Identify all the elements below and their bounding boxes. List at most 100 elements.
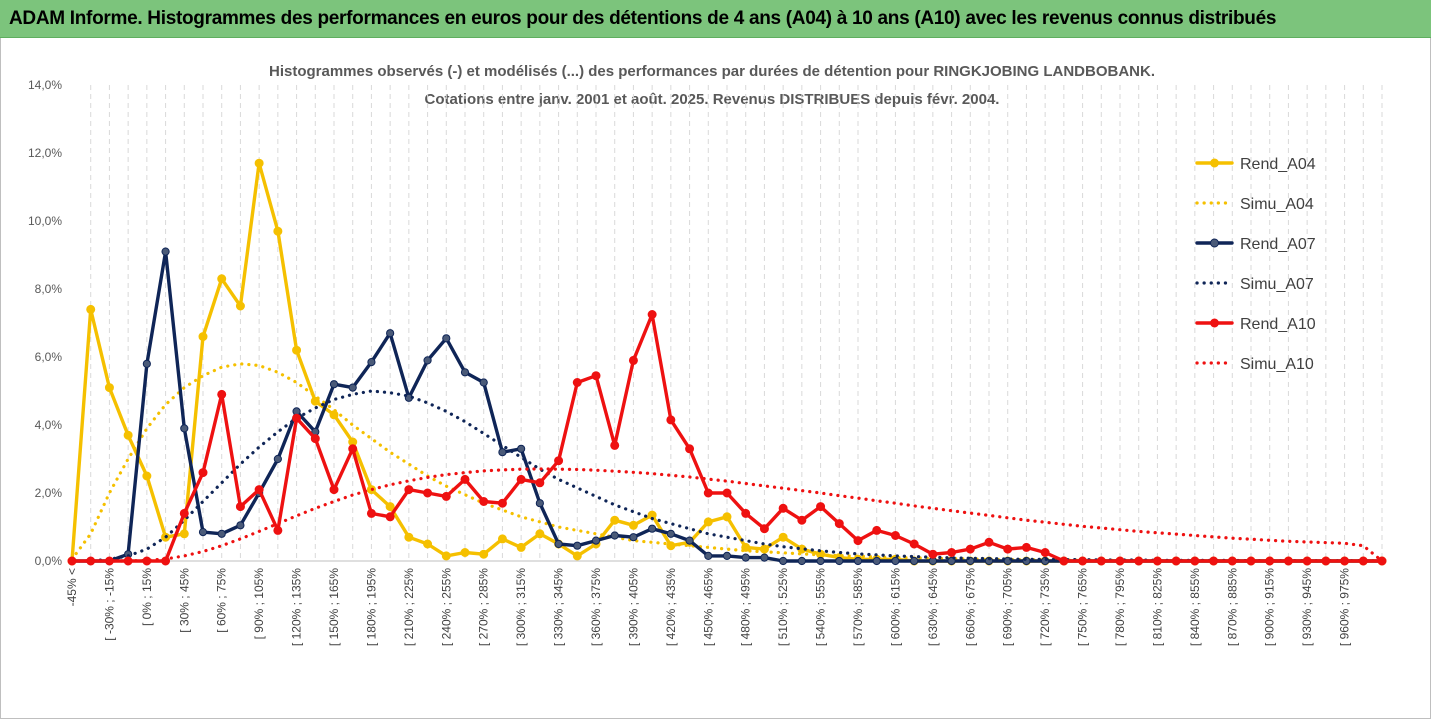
data-point <box>273 226 283 236</box>
data-point <box>366 508 376 518</box>
x-tick-label: [ 510% ; 525% <box>776 568 790 646</box>
data-point <box>423 488 433 498</box>
data-point <box>853 536 863 546</box>
data-point <box>759 524 769 534</box>
data-point <box>516 474 526 484</box>
series-simu-a07 <box>70 389 1384 563</box>
data-point <box>572 551 582 561</box>
legend-marker <box>1210 238 1219 248</box>
x-tick-label: [ 150% ; 165% <box>327 568 341 646</box>
x-tick-label: -45% < <box>65 568 79 606</box>
x-tick-label: [ 420% ; 435% <box>664 568 678 646</box>
data-point <box>404 485 414 495</box>
data-point <box>928 549 938 559</box>
x-tick-label: [ 780% ; 795% <box>1113 568 1127 646</box>
data-point <box>179 529 189 539</box>
data-point <box>890 531 900 540</box>
data-point <box>217 274 227 284</box>
data-point <box>386 329 395 338</box>
data-point <box>179 508 189 518</box>
data-point <box>1021 542 1031 552</box>
x-tick-label: [ 450% ; 465% <box>701 568 715 646</box>
x-tick-label: [ 180% ; 195% <box>364 568 378 646</box>
data-point <box>404 532 414 542</box>
data-point <box>161 247 170 256</box>
x-tick-label: [ 390% ; 405% <box>626 568 640 646</box>
data-point <box>554 456 564 466</box>
data-point <box>535 478 545 488</box>
data-point <box>497 534 507 544</box>
y-tick-label: 2,0% <box>35 486 63 500</box>
data-point <box>254 158 264 168</box>
x-tick-label: [ 60% ; 75% <box>215 568 229 633</box>
data-point <box>142 471 152 481</box>
data-point <box>779 556 788 566</box>
data-point <box>217 529 226 538</box>
x-tick-label: [ 690% ; 705% <box>1001 568 1015 646</box>
series-simu-a10 <box>70 467 1384 563</box>
legend-label: Simu_A10 <box>1240 356 1314 373</box>
data-point <box>1134 556 1144 566</box>
data-point <box>1003 544 1013 554</box>
data-point <box>704 551 713 561</box>
data-point <box>460 368 470 377</box>
x-tick-label: [ 90% ; 105% <box>252 568 266 640</box>
data-point <box>535 499 544 508</box>
x-tick-label: [ 210% ; 225% <box>402 568 416 646</box>
x-tick-label: [ 720% ; 735% <box>1038 568 1052 646</box>
report-header: ADAM Informe. Histogrammes des performan… <box>0 0 1431 38</box>
x-tick-label: [ 540% ; 555% <box>814 568 828 646</box>
data-point <box>853 556 863 566</box>
data-point <box>273 525 283 535</box>
data-point <box>703 488 713 498</box>
data-point <box>816 556 825 566</box>
x-tick-label: [ 810% ; 825% <box>1150 568 1164 646</box>
data-point <box>666 541 676 551</box>
data-point <box>479 497 489 506</box>
data-point <box>610 515 620 525</box>
data-point <box>123 430 133 440</box>
data-point <box>329 380 339 389</box>
y-tick-label: 6,0% <box>35 350 63 364</box>
data-point <box>760 553 769 562</box>
y-tick-label: 14,0% <box>28 78 62 92</box>
data-point <box>629 533 638 542</box>
data-point <box>591 371 601 381</box>
x-tick-label: [ 570% ; 585% <box>851 568 865 646</box>
data-point <box>947 548 957 557</box>
x-tick-label: [ 600% ; 615% <box>888 568 902 646</box>
data-point <box>441 551 451 561</box>
data-point <box>965 544 975 554</box>
data-point <box>1115 556 1125 566</box>
legend-label: Simu_A04 <box>1240 196 1314 213</box>
data-point <box>591 536 601 545</box>
data-point <box>1209 556 1219 566</box>
data-point <box>610 531 619 540</box>
legend-item-simu-a07: Simu_A07 <box>1195 276 1314 293</box>
data-point <box>647 310 657 319</box>
data-point <box>180 424 189 433</box>
legend-marker <box>1210 318 1219 328</box>
data-point <box>722 512 732 522</box>
data-point <box>348 444 358 454</box>
data-point <box>741 553 750 562</box>
legend-item-rend-a07: Rend_A07 <box>1195 236 1316 253</box>
data-point <box>423 356 432 365</box>
data-point <box>292 345 302 355</box>
data-point <box>1246 556 1256 566</box>
data-point <box>1340 556 1350 566</box>
x-tick-label: [ 750% ; 765% <box>1076 568 1090 646</box>
x-tick-label: [ 270% ; 285% <box>477 568 491 646</box>
data-point <box>572 378 582 387</box>
x-tick-label: [ 660% ; 675% <box>963 568 977 646</box>
series-line <box>70 467 1384 563</box>
x-tick-label: [ 960% ; 975% <box>1338 568 1352 646</box>
data-point <box>835 556 844 566</box>
data-point <box>1302 556 1312 566</box>
data-point <box>385 502 395 512</box>
data-point <box>460 548 470 557</box>
data-point <box>498 448 507 457</box>
data-point <box>1283 556 1293 566</box>
data-point <box>703 517 713 527</box>
